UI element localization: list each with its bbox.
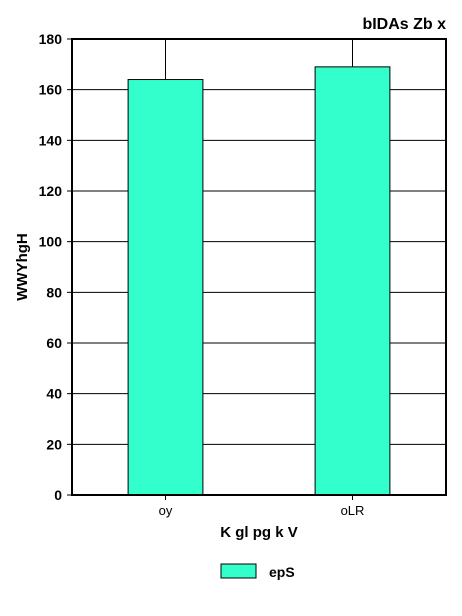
y-tick-label-5: 100 [39,234,63,250]
y-axis-label: WWYhgH [14,233,31,300]
y-tick-label-1: 20 [46,436,62,452]
y-axis-tick-labels: 0 20 40 60 80 100 120 140 160 180 [39,31,63,503]
legend-swatch [220,563,257,579]
legend-label: epS [269,564,295,580]
y-tick-label-4: 80 [46,284,62,300]
legend: epS [220,563,295,580]
y-tick-label-2: 40 [46,386,62,402]
y-tick-label-3: 60 [46,335,62,351]
bars [127,39,391,496]
y-tick-label-0: 0 [54,487,62,503]
y-tick-label-8: 160 [39,82,63,98]
bar-0 [127,79,204,496]
x-axis-tick-labels: oy oLR [159,495,365,518]
bar-1 [314,66,391,496]
x-tick-label-1: oLR [341,503,365,518]
y-tick-label-9: 180 [39,31,63,47]
y-tick-label-7: 140 [39,132,63,148]
plot-frame [71,38,447,496]
y-tick-label-6: 120 [39,183,63,199]
chart-title: bIDAs Zb x [362,16,446,33]
x-tick-label-0: oy [159,503,173,518]
x-axis-label: K gl pg k V [220,524,298,541]
